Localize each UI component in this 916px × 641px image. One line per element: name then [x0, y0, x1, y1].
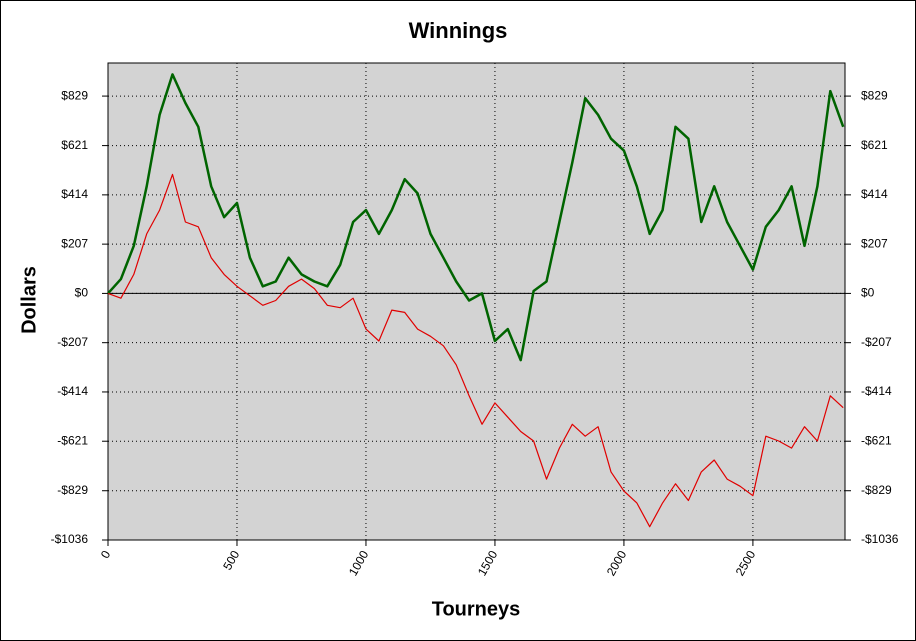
y-tick-label: -$621 [57, 433, 88, 447]
y2-tick-label: $207 [861, 236, 888, 250]
y-tick-label: -$207 [57, 335, 88, 349]
y-tick-label: -$1036 [51, 532, 89, 546]
y-tick-label: $829 [61, 88, 88, 102]
chart-title: Winnings [409, 18, 508, 43]
y2-tick-label: -$207 [861, 335, 892, 349]
y2-tick-label: $621 [861, 138, 888, 152]
y-tick-label: $207 [61, 236, 88, 250]
y2-tick-label: -$414 [861, 384, 892, 398]
y2-tick-label: $414 [861, 187, 888, 201]
series-line [107, 73, 845, 362]
y2-tick-label: -$621 [861, 433, 892, 447]
y-tick-label: $0 [75, 286, 89, 300]
y2-tick-label: $829 [861, 88, 888, 102]
plot-area [107, 62, 846, 541]
x-axis-title: Tourneys [432, 598, 521, 620]
y-tick-label: $621 [61, 138, 88, 152]
y-tick-label: $414 [61, 187, 88, 201]
y-tick-label: -$829 [57, 483, 88, 497]
y2-tick-label: -$829 [861, 483, 892, 497]
y2-tick-label: -$1036 [861, 532, 899, 546]
y2-tick-label: $0 [861, 286, 875, 300]
series-line [107, 173, 844, 528]
y-axis-title: Dollars [18, 266, 40, 334]
y-tick-label: -$414 [57, 384, 88, 398]
